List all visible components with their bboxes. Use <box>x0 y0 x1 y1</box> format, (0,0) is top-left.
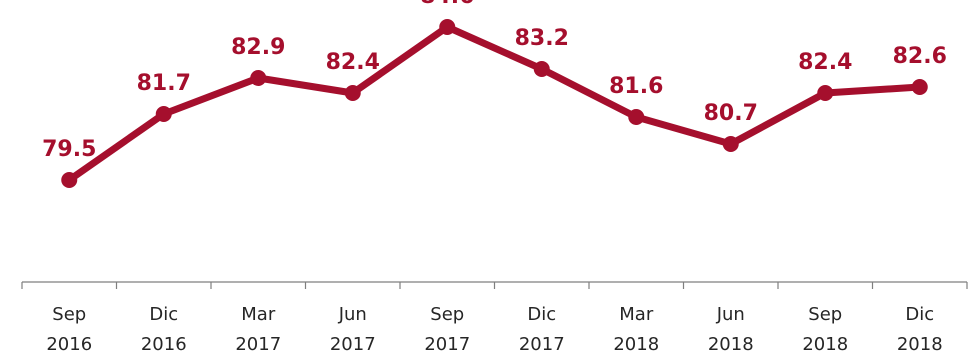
data-point <box>533 61 550 77</box>
data-point <box>817 85 834 101</box>
data-label: 82.4 <box>326 50 380 75</box>
plot-area: 79.5 81.7 82.9 82.4 84.6 83.2 81.6 80.7 82.4 82.6 <box>42 0 947 188</box>
x-tick-label-period: Sep <box>430 304 464 325</box>
data-label: 82.6 <box>893 44 947 69</box>
x-tick-label-year: 2018 <box>897 334 943 355</box>
data-label: 81.6 <box>609 74 663 99</box>
data-point <box>61 172 78 188</box>
data-label: 80.7 <box>704 101 758 126</box>
x-tick-label-period: Jun <box>338 304 367 325</box>
x-tick-label-period: Jun <box>716 304 745 325</box>
data-point <box>911 79 928 95</box>
data-point <box>155 106 172 122</box>
data-label: 81.7 <box>137 71 191 96</box>
x-axis: Sep 2016 Dic 2016 Mar 2017 Jun 2017 Sep 2017 Dic 20… <box>21 281 968 355</box>
data-point <box>344 85 361 101</box>
data-label: 83.2 <box>515 26 569 51</box>
data-point <box>250 70 267 86</box>
data-label: 82.9 <box>231 35 285 60</box>
x-tick-label-year: 2016 <box>46 334 92 355</box>
x-tick-label-period: Sep <box>52 304 86 325</box>
x-tick-label-period: Dic <box>149 304 178 325</box>
data-label: 79.5 <box>42 137 96 162</box>
x-tick-label-period: Dic <box>905 304 934 325</box>
data-point <box>722 136 739 152</box>
data-label: 82.4 <box>798 50 852 75</box>
data-label: 84.6 <box>420 0 474 9</box>
x-tick-label-year: 2018 <box>613 334 659 355</box>
x-tick-label-year: 2017 <box>330 334 376 355</box>
x-tick-label-year: 2017 <box>235 334 281 355</box>
x-tick-label-period: Mar <box>619 304 654 325</box>
x-tick-label-period: Mar <box>241 304 276 325</box>
x-tick-label-year: 2017 <box>424 334 470 355</box>
x-tick-label-year: 2018 <box>802 334 848 355</box>
x-tick-label-period: Dic <box>527 304 556 325</box>
data-point <box>628 109 645 125</box>
x-tick-label-period: Sep <box>808 304 842 325</box>
x-tick-label-year: 2016 <box>141 334 187 355</box>
series-line <box>65 23 924 184</box>
x-tick-label-year: 2017 <box>519 334 565 355</box>
x-tick-label-year: 2018 <box>708 334 754 355</box>
data-point <box>439 19 456 35</box>
